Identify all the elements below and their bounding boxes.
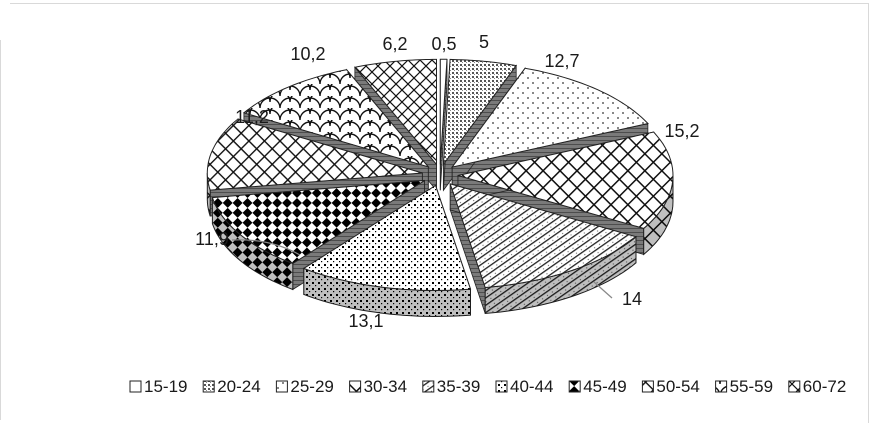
slice-top-50-54 [206,118,423,191]
legend-label: 20-24 [217,377,260,396]
legend-label: 45-49 [583,377,626,396]
slice-top-30-34 [457,131,674,229]
legend-item-15-19: 15-19 [129,377,187,396]
legend-swatch [641,380,654,393]
leader-lines [231,239,613,299]
frame-border-right [868,3,869,423]
legend-swatch [715,380,728,393]
frame-border-top [10,3,869,4]
data-label-20-24: 5 [479,32,489,52]
data-labels: 0,5 5 12,7 15,2 14 13,1 11,9 11,2 10,2 6,2 [195,32,699,331]
slice-top-25-29 [451,67,649,168]
legend-label: 15-19 [144,377,187,396]
legend-item-20-24: 20-24 [202,377,261,396]
legend-label: 35-39 [437,377,480,396]
legend-swatch [349,380,362,393]
legend-item-45-49: 45-49 [568,377,627,396]
slice-35-39 [449,183,638,315]
slice-top-20-24 [442,58,518,167]
slice-top-60-72 [353,58,438,166]
slice-40-44 [302,184,472,318]
slice-top-15-19 [439,58,448,165]
legend-swatch [202,380,215,393]
leader-line-40-44 [231,239,301,256]
legend-label: 55-59 [730,377,773,396]
data-label-45-49: 11,9 [195,229,229,249]
legend-item-40-44: 40-44 [495,377,553,396]
slice-wall-shade [303,268,471,317]
legend-swatch [788,380,801,393]
legend-item-55-59: 55-59 [715,377,773,396]
legend-swatch [275,380,288,393]
legend-item-30-34: 30-34 [349,377,407,396]
legend-swatch [129,380,142,393]
legend-label: 50-54 [656,377,699,396]
data-label-35-39: 14 [622,289,642,309]
legend-label: 40-44 [510,377,553,396]
legend-label: 25-29 [290,377,333,396]
legend-swatch [568,380,581,393]
legend-label: 30-34 [364,377,407,396]
slice-top-55-59 [242,69,430,168]
data-label-55-59: 10,2 [290,44,325,64]
data-label-60-72: 6,2 [382,34,407,54]
data-label-40-44: 13,1 [348,311,383,331]
legend-item-60-72: 60-72 [788,377,846,396]
legend-item-50-54: 50-54 [641,377,700,396]
frame-border-left [0,40,1,420]
slice-wall-shade [485,236,636,314]
legend-swatch [495,380,508,393]
data-label-50-54: 11,2 [235,107,269,127]
legend-item-25-29: 25-29 [275,377,334,396]
legend-label: 60-72 [803,377,846,396]
slice-wall-shade [643,175,673,255]
slice-15-19 [439,58,448,191]
data-label-15-19: 0,5 [431,34,456,54]
slice-top-35-39 [449,183,638,289]
legend-item-35-39: 35-39 [422,377,480,396]
data-label-25-29: 12,7 [544,51,579,71]
legend-swatch [422,380,435,393]
legend: 15-19 20-24 25-29 30-34 35-39 40-44 45-49 50-54… [129,377,846,396]
pie-slices [206,58,674,318]
data-label-30-34: 15,2 [664,121,699,141]
leader-line-35-39 [593,281,613,299]
slice-top-40-44 [302,184,472,292]
